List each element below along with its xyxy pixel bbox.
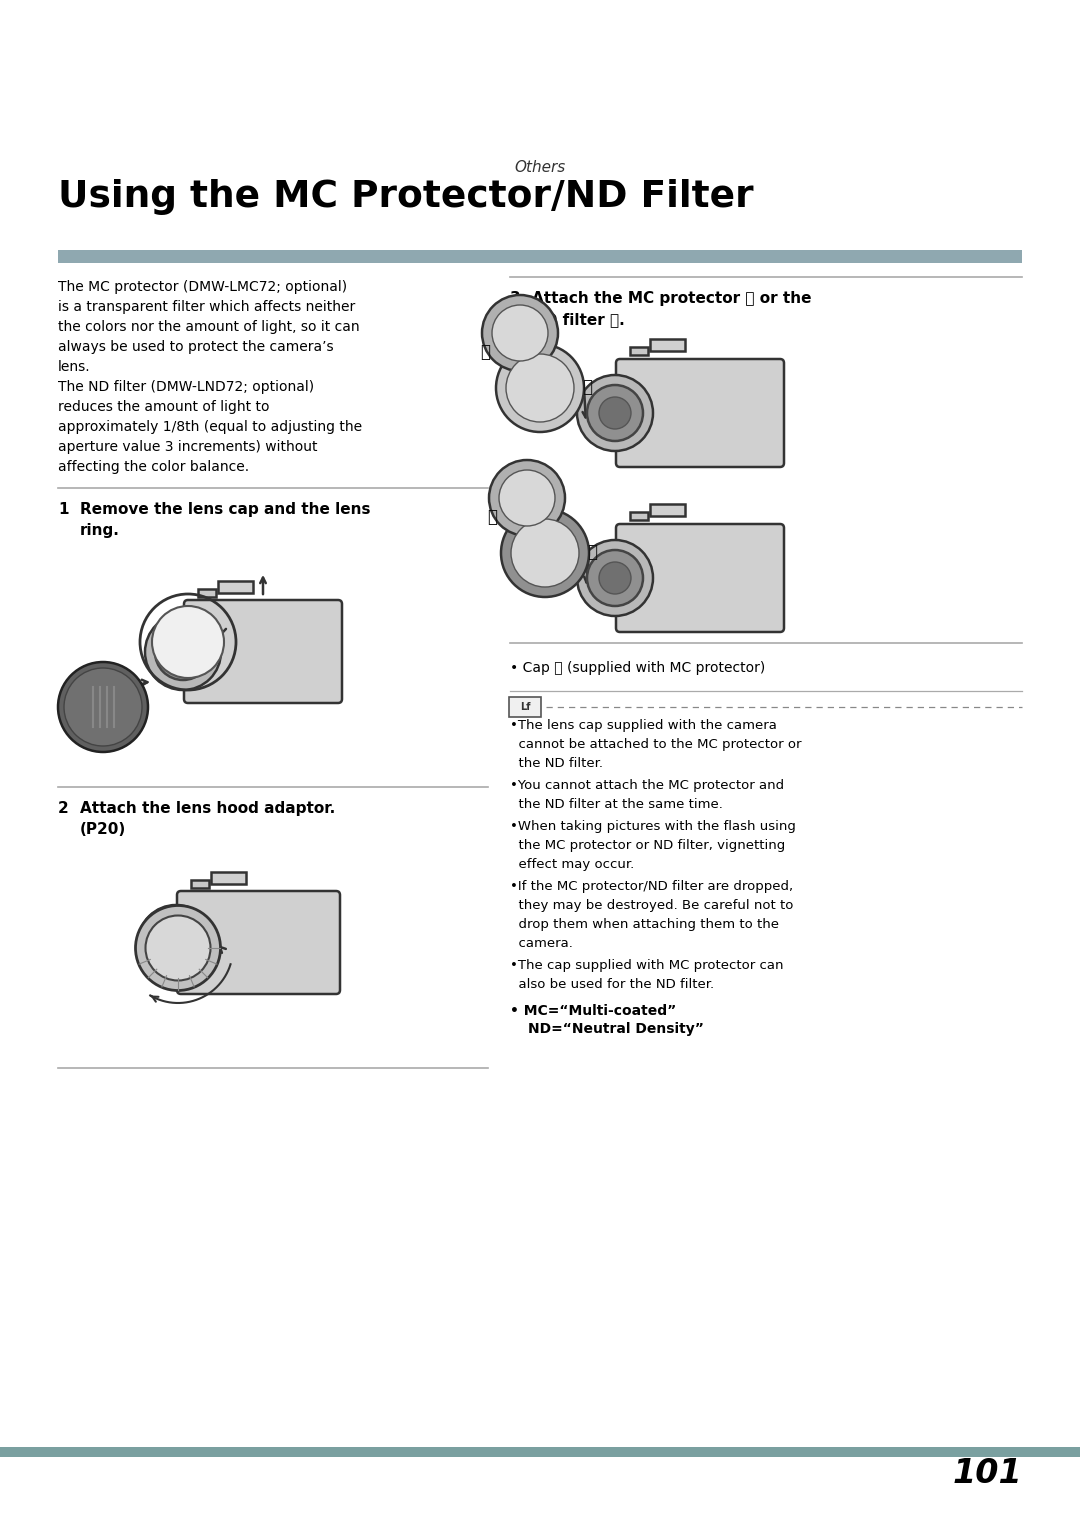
Text: 1: 1: [58, 502, 68, 517]
Circle shape: [152, 606, 224, 678]
Bar: [58, 250, 1022, 262]
Text: is a transparent filter which affects neither: is a transparent filter which affects ne…: [58, 301, 355, 314]
FancyBboxPatch shape: [184, 600, 342, 703]
Text: •When taking pictures with the flash using: •When taking pictures with the flash usi…: [510, 819, 796, 833]
FancyBboxPatch shape: [616, 523, 784, 632]
Circle shape: [501, 510, 589, 597]
Circle shape: [492, 305, 548, 362]
Text: lens.: lens.: [58, 360, 91, 374]
Circle shape: [511, 519, 579, 588]
Text: • Cap Ⓒ (supplied with MC protector): • Cap Ⓒ (supplied with MC protector): [510, 661, 766, 674]
FancyBboxPatch shape: [509, 697, 541, 717]
Bar: [198, 589, 216, 597]
Text: the ND filter at the same time.: the ND filter at the same time.: [510, 798, 723, 810]
Text: the colors nor the amount of light, so it can: the colors nor the amount of light, so i…: [58, 320, 360, 334]
Circle shape: [156, 624, 211, 681]
Text: The ND filter (DMW-LND72; optional): The ND filter (DMW-LND72; optional): [58, 380, 314, 394]
Text: • MC=“Multi-coated”: • MC=“Multi-coated”: [510, 1004, 676, 1018]
FancyBboxPatch shape: [177, 891, 340, 993]
Text: Lf: Lf: [519, 702, 530, 713]
Text: the ND filter.: the ND filter.: [510, 757, 603, 771]
Text: Ⓒ: Ⓒ: [487, 508, 497, 526]
Text: Attach the lens hood adaptor.
(P20): Attach the lens hood adaptor. (P20): [80, 801, 335, 836]
Bar: [630, 513, 648, 520]
Text: aperture value 3 increments) without: aperture value 3 increments) without: [58, 439, 318, 455]
Text: •You cannot attach the MC protector and: •You cannot attach the MC protector and: [510, 778, 784, 792]
Text: the MC protector or ND filter, vignetting: the MC protector or ND filter, vignettin…: [510, 839, 785, 852]
Circle shape: [160, 926, 192, 958]
Text: always be used to protect the camera’s: always be used to protect the camera’s: [58, 340, 334, 354]
FancyBboxPatch shape: [616, 359, 784, 467]
Text: cannot be attached to the MC protector or: cannot be attached to the MC protector o…: [510, 739, 801, 751]
Circle shape: [499, 470, 555, 526]
Circle shape: [58, 662, 148, 752]
Text: •The cap supplied with MC protector can: •The cap supplied with MC protector can: [510, 958, 783, 972]
Circle shape: [138, 905, 214, 981]
Text: camera.: camera.: [510, 937, 572, 951]
Text: they may be destroyed. Be careful not to: they may be destroyed. Be careful not to: [510, 899, 794, 913]
Circle shape: [599, 562, 631, 594]
Text: Ⓐ: Ⓐ: [582, 378, 592, 397]
Bar: [191, 881, 210, 888]
Text: 3: 3: [510, 291, 521, 307]
Text: ND=“Neutral Density”: ND=“Neutral Density”: [528, 1022, 704, 1036]
Text: •The lens cap supplied with the camera: •The lens cap supplied with the camera: [510, 719, 777, 732]
Ellipse shape: [146, 916, 211, 981]
Bar: [0, 1447, 1080, 1457]
Text: approximately 1/8th (equal to adjusting the: approximately 1/8th (equal to adjusting …: [58, 420, 362, 433]
Text: Ⓒ: Ⓒ: [480, 343, 490, 362]
Bar: [211, 871, 246, 884]
Text: reduces the amount of light to: reduces the amount of light to: [58, 400, 270, 414]
Text: 2: 2: [58, 801, 69, 816]
Bar: [218, 581, 253, 594]
Circle shape: [577, 375, 653, 452]
Text: effect may occur.: effect may occur.: [510, 858, 634, 871]
Text: Ⓑ: Ⓑ: [588, 543, 597, 562]
Circle shape: [577, 540, 653, 617]
Circle shape: [599, 397, 631, 429]
Circle shape: [148, 916, 204, 971]
Bar: [650, 339, 685, 351]
Text: The MC protector (DMW-LMC72; optional): The MC protector (DMW-LMC72; optional): [58, 279, 347, 295]
Circle shape: [489, 459, 565, 536]
Text: also be used for the ND filter.: also be used for the ND filter.: [510, 978, 714, 990]
Ellipse shape: [135, 905, 220, 990]
Circle shape: [64, 668, 141, 746]
Bar: [650, 504, 685, 516]
Text: Attach the MC protector Ⓐ or the
ND filter Ⓑ.: Attach the MC protector Ⓐ or the ND filt…: [532, 291, 811, 327]
Text: Using the MC Protector/ND Filter: Using the MC Protector/ND Filter: [58, 179, 754, 215]
Bar: [630, 346, 648, 356]
Circle shape: [167, 636, 199, 668]
Circle shape: [496, 343, 584, 432]
Text: affecting the color balance.: affecting the color balance.: [58, 459, 249, 475]
Text: 101: 101: [953, 1457, 1022, 1489]
Text: Remove the lens cap and the lens
ring.: Remove the lens cap and the lens ring.: [80, 502, 370, 539]
Text: drop them when attaching them to the: drop them when attaching them to the: [510, 919, 779, 931]
Circle shape: [482, 295, 558, 371]
Circle shape: [507, 354, 573, 423]
Circle shape: [588, 549, 643, 606]
Text: Others: Others: [514, 160, 566, 175]
Circle shape: [145, 613, 221, 690]
Text: •If the MC protector/ND filter are dropped,: •If the MC protector/ND filter are dropp…: [510, 881, 793, 893]
Circle shape: [588, 385, 643, 441]
